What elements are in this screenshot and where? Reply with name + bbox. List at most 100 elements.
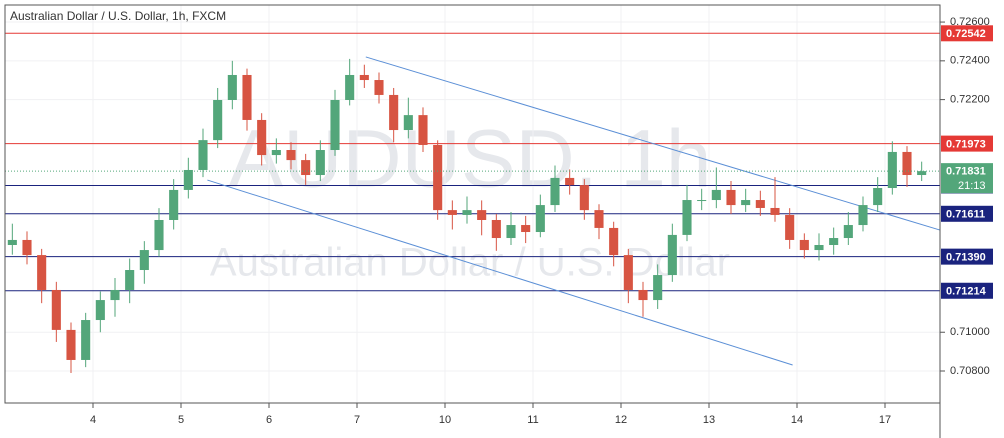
x-tick-label: 17 — [879, 414, 891, 426]
candle-body — [51, 289, 61, 330]
candle-body — [550, 177, 560, 206]
x-tick-label: 13 — [703, 414, 715, 426]
last-price-box — [941, 163, 993, 194]
candle-body — [799, 239, 809, 251]
last-price-label: 0.71831 — [946, 166, 986, 178]
candle-body — [110, 289, 120, 301]
candle-body — [66, 329, 76, 360]
candle-body — [755, 200, 765, 208]
candle-body — [609, 227, 619, 256]
x-tick-label: 12 — [615, 414, 627, 426]
candle-body — [667, 234, 677, 276]
candle-body — [843, 225, 853, 239]
level-label: 0.71611 — [946, 209, 985, 221]
candle-body — [491, 219, 501, 239]
candle-body — [169, 189, 179, 220]
candle-body — [858, 205, 868, 226]
chart-title: Australian Dollar / U.S. Dollar, 1h, FXC… — [10, 9, 226, 23]
candle-body — [594, 210, 604, 228]
candle-body — [154, 219, 164, 251]
level-label: 0.71973 — [946, 139, 986, 151]
candle-body — [227, 74, 237, 100]
candle-body — [653, 275, 663, 301]
candle-body — [902, 151, 912, 176]
x-tick-label: 11 — [527, 414, 538, 426]
plot — [5, 32, 941, 373]
level-label-box — [941, 205, 993, 222]
candle-body — [213, 99, 223, 141]
candle-body — [315, 150, 325, 176]
candle-body — [829, 238, 839, 246]
level-label-box — [941, 282, 993, 299]
candle-body — [301, 160, 311, 176]
candle-body — [697, 200, 707, 202]
watermark-symbol: AUDUSD, 1h — [228, 114, 711, 205]
candle-body — [887, 151, 897, 189]
y-tick-label: 0.72400 — [950, 55, 990, 67]
candle-body — [271, 150, 281, 156]
candle-body — [535, 205, 545, 233]
candle-body — [579, 185, 589, 211]
level-label-box — [941, 248, 993, 265]
level-label-box — [941, 25, 993, 42]
candle-body — [95, 300, 105, 321]
candle-body — [462, 210, 472, 215]
candle-body — [433, 144, 443, 211]
candle-body — [330, 99, 340, 151]
candle-body — [81, 320, 91, 360]
candle-body — [506, 225, 516, 239]
candle-body — [726, 189, 736, 206]
candle-body — [125, 270, 135, 290]
y-tick-label: 0.70800 — [950, 365, 990, 377]
candle-body — [477, 210, 487, 220]
candle-body — [374, 80, 384, 95]
candle-body — [565, 177, 575, 186]
candle-body — [7, 239, 17, 246]
level-label: 0.72542 — [946, 28, 986, 40]
candle-body — [418, 115, 428, 145]
candle-body — [183, 169, 193, 190]
candle-body — [389, 94, 399, 131]
x-tick-label: 5 — [178, 414, 184, 426]
watermark: AUDUSD, 1h Australian Dollar / U.S. Doll… — [210, 114, 730, 285]
y-tick-label: 0.72600 — [950, 16, 990, 28]
level-label: 0.71390 — [946, 252, 986, 264]
candle-body — [403, 115, 413, 131]
y-tick-label: 0.71000 — [950, 326, 990, 338]
candle-body — [37, 255, 47, 290]
candle-body — [521, 225, 531, 233]
candle-body — [917, 171, 927, 176]
candle-body — [711, 189, 721, 201]
candle-body — [873, 188, 883, 206]
candle-body — [139, 250, 149, 271]
x-tick-label: 7 — [354, 414, 360, 426]
candle-body — [257, 119, 267, 156]
candle-body — [22, 239, 32, 256]
level-label: 0.71214 — [946, 286, 987, 298]
grid — [5, 5, 940, 403]
candle-body — [770, 207, 780, 215]
candle-body — [682, 200, 692, 235]
candle-body — [623, 255, 633, 290]
candle-body — [198, 140, 208, 170]
candle-body — [242, 74, 252, 120]
candle-body — [638, 289, 648, 301]
candle-body — [447, 210, 457, 215]
candle-body — [359, 74, 369, 81]
candle-body — [286, 150, 296, 161]
level-label-box — [941, 135, 993, 152]
axes: 0.70800 0.71000 0.72200 0.72400 0.72600 4 5 6 7 1… — [90, 16, 993, 426]
x-tick-label: 4 — [90, 414, 96, 426]
countdown-label: 21:13 — [958, 180, 986, 192]
candle-body — [345, 74, 355, 100]
x-tick-label: 10 — [439, 414, 451, 426]
candle-body — [741, 200, 751, 206]
x-tick-label: 14 — [791, 414, 803, 426]
trend-line — [365, 56, 941, 231]
y-tick-label: 0.72200 — [950, 94, 990, 106]
candle-body — [814, 245, 824, 251]
trend-line — [207, 179, 793, 366]
candle-body — [785, 214, 795, 240]
